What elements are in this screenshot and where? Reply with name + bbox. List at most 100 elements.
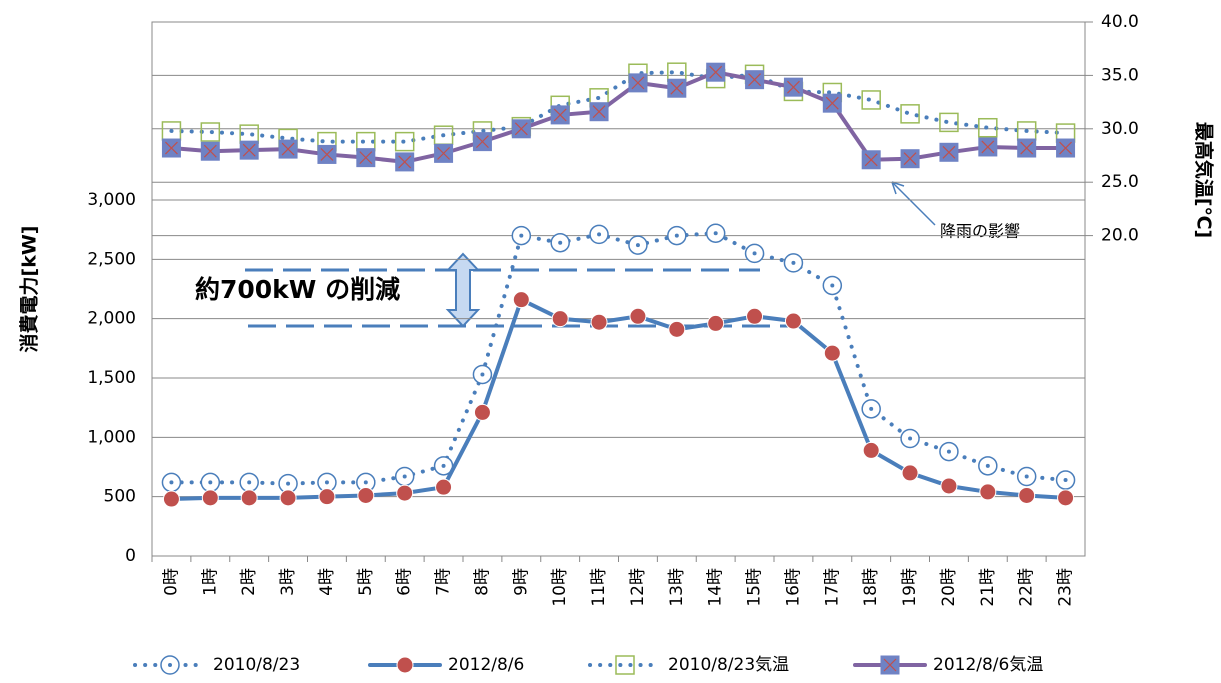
marker-x bbox=[165, 141, 178, 155]
marker bbox=[784, 312, 802, 330]
marker bbox=[823, 344, 841, 362]
y-tick-label: 1,000 bbox=[87, 427, 136, 447]
marker bbox=[201, 489, 219, 507]
marker bbox=[396, 484, 414, 502]
marker-dot bbox=[635, 243, 640, 248]
legend-label: 2012/8/6 bbox=[448, 655, 524, 675]
y2-tick-label: 30.0 bbox=[1101, 119, 1139, 139]
marker bbox=[615, 655, 635, 675]
marker-x bbox=[981, 140, 995, 154]
y-tick-label: 2,000 bbox=[87, 309, 136, 329]
marker bbox=[861, 90, 881, 110]
y2-tick-label: 35.0 bbox=[1101, 65, 1139, 85]
x-tick-label: 2時 bbox=[239, 568, 259, 596]
marker-x bbox=[709, 65, 723, 79]
x-tick-label: 13時 bbox=[667, 568, 687, 607]
marker bbox=[318, 488, 336, 506]
marker-dot bbox=[324, 480, 329, 485]
marker-dot bbox=[402, 474, 407, 479]
marker bbox=[1018, 486, 1036, 504]
x-tick-label: 11時 bbox=[589, 568, 609, 607]
marker-dot bbox=[1024, 474, 1029, 479]
marker bbox=[979, 483, 997, 501]
marker-dot bbox=[908, 436, 913, 441]
marker-x bbox=[514, 122, 528, 136]
marker-dot bbox=[286, 481, 291, 486]
marker-x bbox=[437, 146, 450, 160]
x-tick-label: 14時 bbox=[706, 568, 726, 607]
marker-x bbox=[592, 105, 606, 119]
y-tick-label: 3,000 bbox=[87, 190, 136, 210]
marker-dot bbox=[169, 480, 174, 485]
marker bbox=[357, 486, 375, 504]
marker-x bbox=[903, 152, 917, 166]
marker bbox=[1057, 489, 1075, 507]
legend-label: 2010/8/23 bbox=[213, 655, 300, 675]
marker bbox=[512, 291, 530, 309]
marker bbox=[590, 313, 608, 331]
marker bbox=[200, 122, 221, 142]
y-tick-label: 1,500 bbox=[87, 368, 136, 388]
x-tick-label: 4時 bbox=[317, 568, 337, 596]
x-tick-label: 3時 bbox=[278, 568, 298, 596]
marker bbox=[668, 320, 686, 338]
marker-dot bbox=[363, 480, 368, 485]
marker-x bbox=[825, 96, 839, 110]
marker bbox=[435, 478, 453, 496]
x-tick-label: 9時 bbox=[511, 568, 531, 596]
series-line bbox=[169, 296, 1068, 502]
x-tick-label: 7時 bbox=[434, 568, 454, 596]
marker bbox=[900, 104, 920, 124]
x-tick-label: 10時 bbox=[550, 568, 570, 607]
marker-dot bbox=[946, 449, 951, 454]
marker-x bbox=[398, 155, 412, 169]
marker-dot bbox=[869, 406, 874, 411]
marker bbox=[901, 464, 919, 482]
x-tick-label: 16時 bbox=[783, 568, 803, 607]
marker bbox=[746, 307, 764, 325]
x-tick-label: 22時 bbox=[1017, 568, 1037, 607]
y2-axis-title: 最高気温[℃] bbox=[1193, 122, 1216, 238]
marker bbox=[396, 656, 414, 674]
marker bbox=[394, 131, 415, 152]
annotation: 約700kW の削減 bbox=[195, 275, 400, 304]
y-tick-label: 0 bbox=[125, 546, 136, 566]
x-tick-label: 23時 bbox=[1056, 568, 1076, 607]
marker-dot bbox=[480, 372, 485, 377]
marker-x bbox=[1020, 141, 1034, 155]
annotation-arrow bbox=[891, 181, 936, 226]
marker-x bbox=[670, 81, 684, 95]
marker bbox=[940, 477, 958, 495]
x-tick-label: 12時 bbox=[628, 568, 648, 607]
marker bbox=[240, 489, 258, 507]
marker-x bbox=[242, 143, 256, 157]
marker bbox=[162, 490, 180, 508]
y2-tick-label: 20.0 bbox=[1101, 226, 1139, 246]
series-line bbox=[169, 70, 1068, 144]
y-tick-label: 500 bbox=[104, 487, 136, 507]
marker-dot bbox=[441, 463, 446, 468]
marker-x bbox=[942, 145, 956, 159]
marker-x bbox=[787, 80, 800, 94]
marker-x bbox=[631, 76, 645, 90]
x-tick-label: 15時 bbox=[745, 568, 765, 607]
y-tick-label: 2,500 bbox=[87, 249, 136, 269]
marker bbox=[978, 117, 998, 138]
marker-x bbox=[883, 658, 897, 672]
annotation: 降雨の影響 bbox=[940, 222, 1020, 241]
marker-dot bbox=[597, 232, 602, 237]
marker bbox=[473, 403, 491, 421]
y-axis-title: 消費電力[kW] bbox=[18, 226, 41, 353]
marker-x bbox=[553, 108, 567, 122]
x-tick-label: 19時 bbox=[900, 568, 920, 607]
marker-x bbox=[359, 151, 373, 165]
marker-dot bbox=[791, 260, 796, 265]
x-tick-label: 20時 bbox=[939, 568, 959, 607]
x-tick-label: 18時 bbox=[861, 568, 881, 607]
marker bbox=[707, 314, 725, 332]
marker-x bbox=[864, 153, 878, 167]
marker bbox=[629, 307, 647, 325]
marker bbox=[939, 112, 959, 133]
legend-label: 2012/8/6気温 bbox=[933, 655, 1043, 675]
